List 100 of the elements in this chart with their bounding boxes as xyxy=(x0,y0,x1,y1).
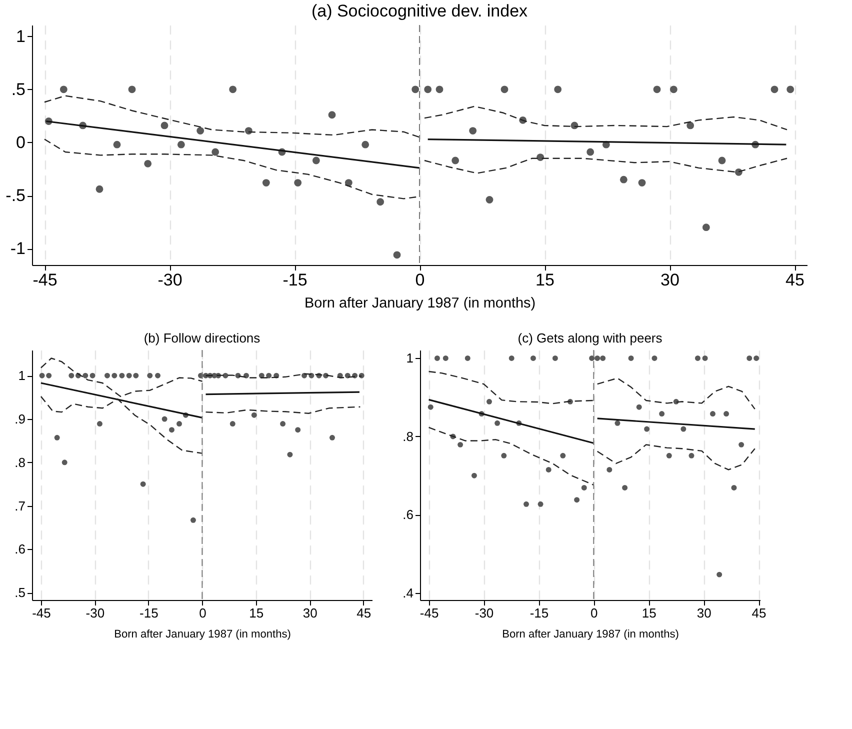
point xyxy=(96,421,102,427)
point xyxy=(688,452,694,458)
point xyxy=(128,86,136,94)
point xyxy=(494,420,500,426)
point xyxy=(280,421,286,427)
y-tick-label: 1 xyxy=(406,350,414,366)
point xyxy=(90,372,96,378)
line-series xyxy=(596,444,756,470)
point xyxy=(731,484,737,490)
point xyxy=(686,122,694,130)
x-tick-label: 0 xyxy=(199,606,206,620)
point xyxy=(652,355,658,361)
point xyxy=(196,127,204,134)
point xyxy=(62,460,68,466)
point xyxy=(328,111,336,119)
point xyxy=(190,517,196,523)
point xyxy=(628,355,634,361)
point xyxy=(362,140,370,148)
x-tick-label: 45 xyxy=(752,606,766,620)
point xyxy=(538,501,544,507)
point xyxy=(469,127,477,134)
point xyxy=(329,434,335,440)
point xyxy=(412,86,420,94)
point xyxy=(694,355,700,361)
point xyxy=(176,421,182,427)
point xyxy=(155,372,160,378)
x-tick-label: -15 xyxy=(530,606,549,620)
point xyxy=(434,355,440,361)
point xyxy=(666,452,672,458)
point xyxy=(600,355,606,361)
x-axis-title: Born after January 1987 (in months) xyxy=(304,296,536,312)
point xyxy=(442,355,448,361)
point xyxy=(376,198,384,206)
point xyxy=(424,86,432,94)
point xyxy=(670,86,678,94)
point xyxy=(126,372,132,378)
point xyxy=(653,86,661,94)
point xyxy=(636,404,642,410)
y-tick-label: 1 xyxy=(18,368,26,384)
point xyxy=(770,86,778,94)
point xyxy=(471,472,477,478)
point xyxy=(119,372,125,378)
point xyxy=(738,442,744,448)
y-tick-label: -.5 xyxy=(6,186,26,206)
point xyxy=(638,179,646,186)
point xyxy=(262,179,270,186)
chart-title: (b) Follow directions xyxy=(144,330,261,346)
y-tick-label: .4 xyxy=(402,585,414,600)
x-tick-label: 30 xyxy=(660,270,680,290)
point xyxy=(458,442,464,448)
x-axis-title: Born after January 1987 (in months) xyxy=(114,628,291,640)
point xyxy=(287,452,293,458)
point xyxy=(177,140,185,148)
point xyxy=(552,355,558,361)
point xyxy=(680,426,686,432)
y-tick-label: .5 xyxy=(14,585,26,600)
point xyxy=(464,355,470,361)
point xyxy=(702,355,708,361)
line-series xyxy=(596,378,756,410)
y-tick-label: 1 xyxy=(16,26,26,46)
y-tick-label: .9 xyxy=(14,412,26,427)
point xyxy=(501,452,507,458)
x-tick-label: -30 xyxy=(474,606,494,620)
point xyxy=(428,404,434,410)
point xyxy=(54,434,60,440)
x-tick-label: 0 xyxy=(590,606,598,620)
point xyxy=(622,484,628,490)
point xyxy=(581,484,587,490)
point xyxy=(230,421,236,427)
point xyxy=(60,86,68,94)
x-tick-label: 0 xyxy=(415,270,425,290)
point xyxy=(39,372,45,378)
point xyxy=(133,372,139,378)
point xyxy=(500,86,508,94)
point xyxy=(754,355,760,361)
point xyxy=(746,355,752,361)
point xyxy=(96,185,104,193)
y-tick-label: .6 xyxy=(402,507,414,522)
x-tick-label: -15 xyxy=(282,270,308,290)
point xyxy=(644,426,650,432)
line-series xyxy=(428,370,594,404)
point xyxy=(251,412,257,418)
point xyxy=(162,416,168,422)
point xyxy=(244,127,252,134)
y-tick-label: .7 xyxy=(14,498,26,514)
point xyxy=(786,86,794,94)
line-series xyxy=(205,406,361,414)
point xyxy=(168,427,174,433)
point xyxy=(620,176,628,184)
line-series xyxy=(40,396,203,454)
point xyxy=(524,501,529,507)
x-tick-label: 30 xyxy=(696,606,712,620)
point xyxy=(659,411,665,417)
point xyxy=(393,251,401,259)
point xyxy=(710,411,716,417)
y-tick-label: 0 xyxy=(16,132,26,152)
x-tick-label: -30 xyxy=(86,606,105,620)
x-tick-label: -45 xyxy=(420,606,439,620)
point xyxy=(82,372,88,378)
point xyxy=(144,160,152,168)
